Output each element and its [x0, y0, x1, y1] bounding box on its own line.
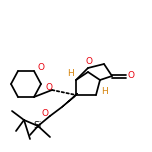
Text: O: O: [45, 83, 52, 92]
Polygon shape: [62, 93, 78, 107]
Text: O: O: [128, 71, 135, 81]
Text: O: O: [85, 57, 93, 67]
Text: O: O: [41, 109, 48, 119]
Text: H: H: [67, 69, 73, 78]
Text: Si: Si: [34, 121, 42, 131]
Text: H: H: [101, 88, 107, 97]
Text: O: O: [38, 64, 45, 73]
